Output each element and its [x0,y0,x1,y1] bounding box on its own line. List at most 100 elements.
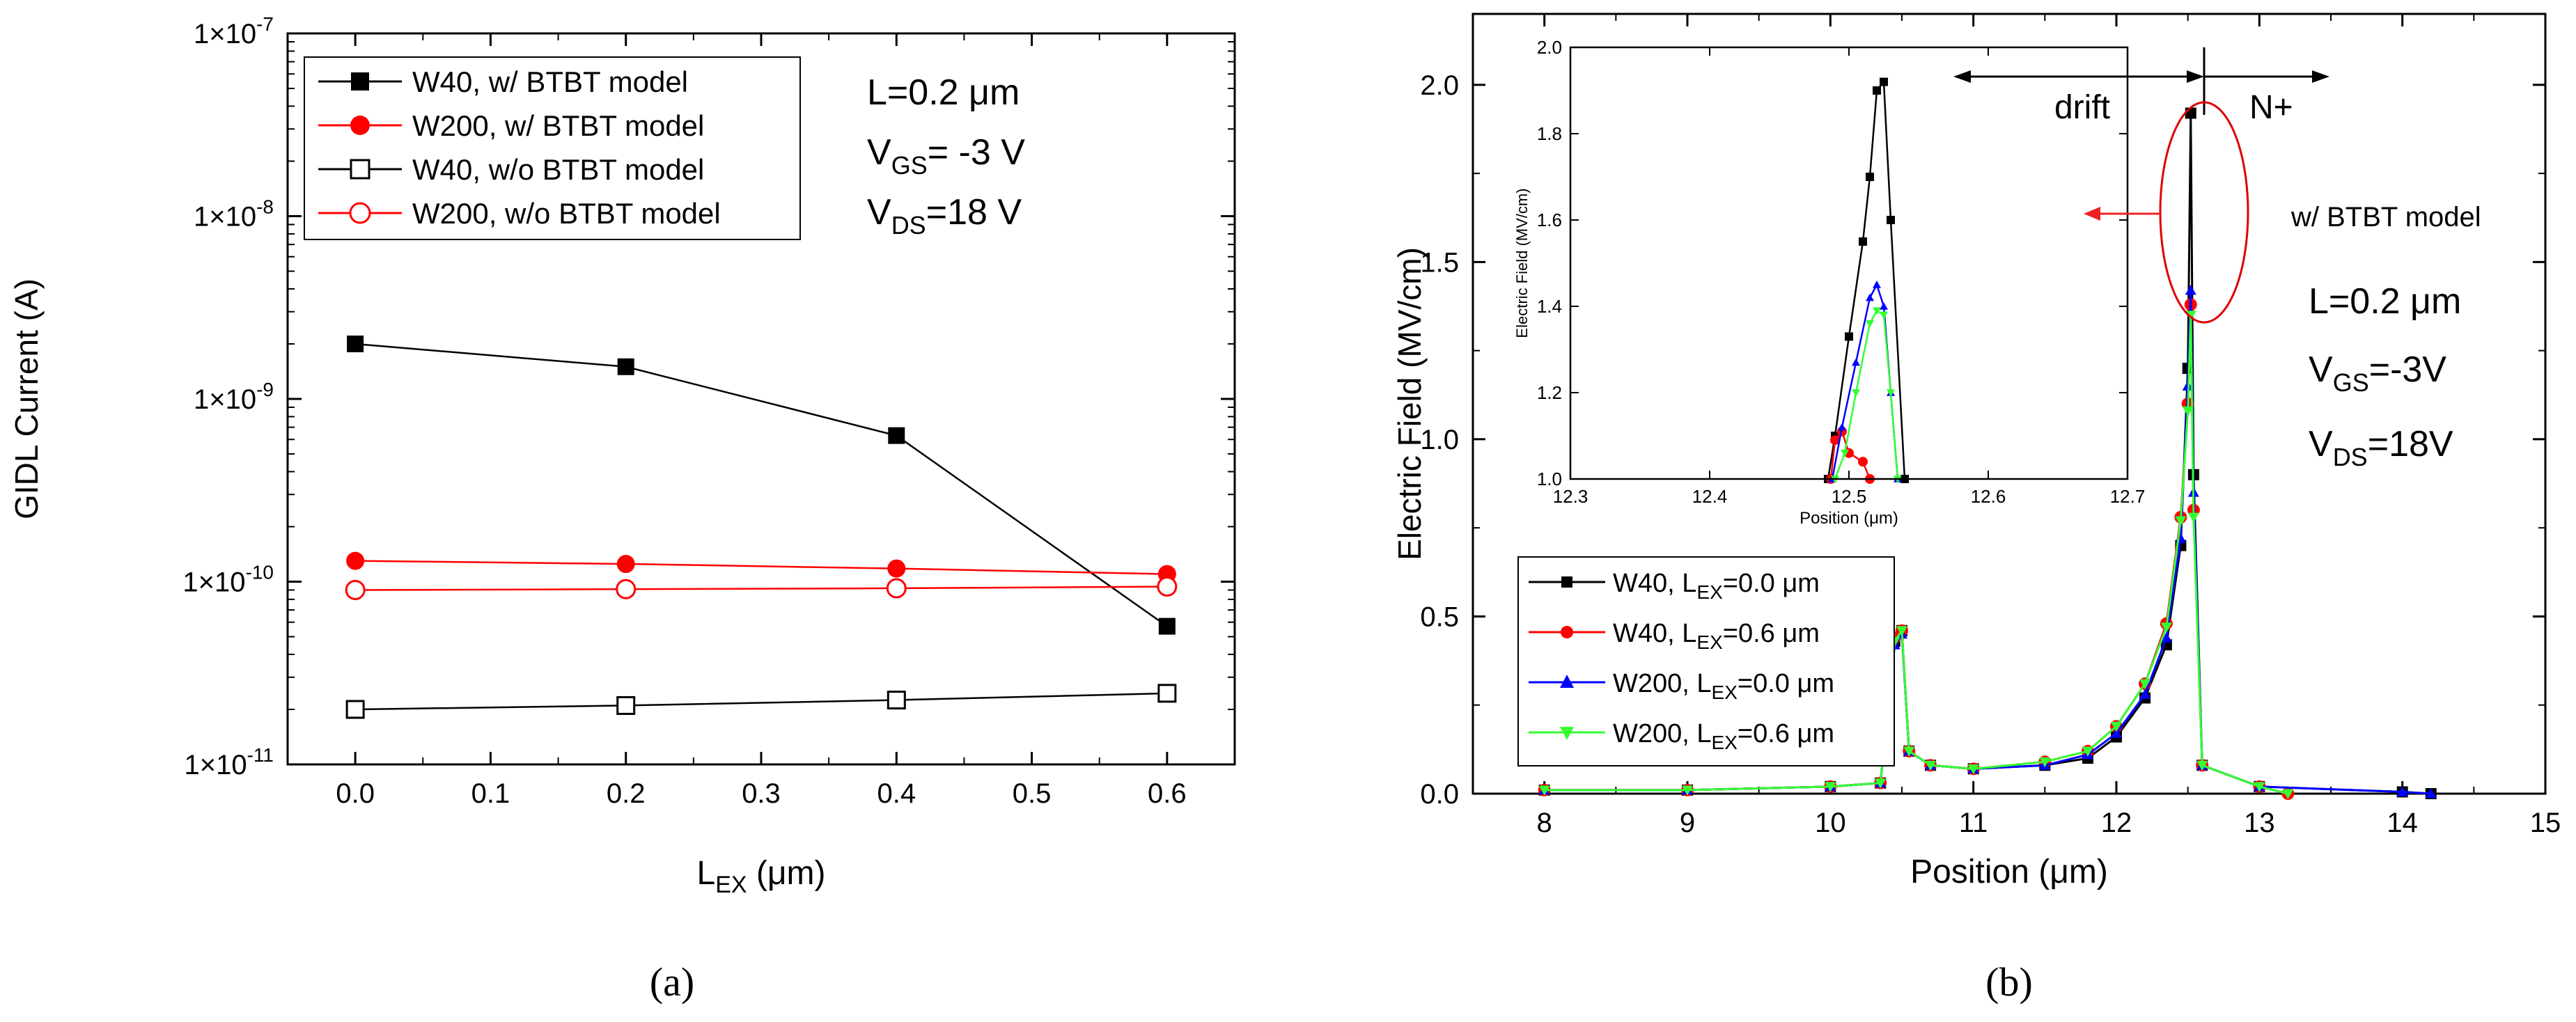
legend-label: W200, w/o BTBT model [412,197,721,230]
inset-data-point-series-2 [1880,302,1888,310]
panel-a-series [345,335,1178,719]
data-point-series-2 [1157,684,1177,703]
inset-data-point-series-3 [1880,311,1888,320]
y-tick-label: 0.5 [1420,602,1459,632]
data-point-series-0 [888,427,905,444]
inset-y-tick-label: 1.0 [1537,469,1562,489]
panel-a-legend-box [304,56,801,240]
panel-a-legend: W40, w/ BTBT model W200, w/ BTBT model W… [304,56,801,240]
inset-series-line-3 [1834,309,1899,480]
inset-data-point-series-0 [1866,173,1874,181]
inset-data-point-series-2 [1838,423,1846,431]
inset-data-point-series-3 [1887,389,1895,397]
data-point-series-3 [345,580,366,601]
series-line-3 [355,585,1167,591]
panel-b-x-axis: 8 9 10 11 12 13 14 15 [1472,14,2561,838]
data-point-series-3 [1875,778,1887,789]
inset-y-axis-label: Electric Field (MV/cm) [1513,188,1531,338]
panel-b-y-axis: 0.0 0.5 1.0 1.5 2.0 [1420,70,2545,810]
legend-entry-w200-lex-0.6: W200, LEX=0.6 μm [1529,719,1834,753]
x-tick-label: 9 [1680,808,1695,838]
x-tick-label: 8 [1537,808,1552,838]
series-line-1 [355,560,1167,575]
legend-entry-w40-lex-0.0: W40, LEX=0.0 μm [1529,569,1820,603]
x-tick-label: 0.5 [1013,778,1052,809]
panel-b-plot-frame [1472,13,2547,795]
legend-label: W40, w/o BTBT model [412,153,704,186]
inset-pointer-arrow [2084,207,2160,221]
legend-entry-w200-no-btbt: W200, w/o BTBT model [318,197,721,230]
legend-marker-circle-open [349,202,371,224]
inset-x-tick-label: 12.5 [1832,486,1867,507]
inset-data-point-series-0 [1845,332,1853,341]
data-point-series-3 [2187,512,2199,523]
x-tick-label: 15 [2530,808,2561,838]
inset-x-axis: 12.3 12.4 12.5 12.6 12.7 [1553,47,2146,507]
inset-x-axis-label: Position (μm) [1800,509,1898,528]
inset-data-point-series-0 [1887,216,1895,224]
x-tick-label: 0.3 [742,778,781,809]
drift-label: drift [2054,89,2110,126]
data-point-series-3 [2196,760,2208,771]
n-plus-arrow [2204,70,2329,83]
panel-b-vds-annotation: VDS=18V [2309,424,2453,471]
legend-label: W40, LEX=0.6 μm [1613,619,1820,653]
panel-a-x-axis-label: LEX (μm) [696,855,825,898]
legend-label: W200, LEX=0.6 μm [1613,719,1834,753]
legend-marker-square-filled [351,72,369,91]
legend-marker-circle-filled [350,116,370,135]
data-point-series-2 [2396,786,2408,796]
data-point-series-2 [616,695,636,715]
x-tick-label: 0.2 [607,778,646,809]
data-point-series-3 [2182,406,2194,417]
inset-data-point-series-1 [1858,457,1868,467]
panel-b-legend-box [1517,556,1895,766]
legend-label: W40, LEX=0.0 μm [1613,569,1820,603]
data-point-series-3 [1682,785,1693,796]
data-point-series-3 [1896,626,1907,636]
btbt-model-annotation: w/ BTBT model [2290,202,2481,233]
inset-data-point-series-2 [1852,358,1860,366]
inset-data-point-series-0 [1859,237,1867,246]
inset-data-point-series-3 [1841,450,1849,457]
panel-a-y-axis: 1×10-11 1×10-10 1×10-9 1×10-8 1×10-7 [182,13,1235,780]
data-point-series-0 [617,358,634,375]
inset-data-point-series-3 [1866,320,1874,328]
panel-b-x-axis-label: Position (μm) [1910,854,2108,890]
x-tick-label: 0.0 [336,778,375,809]
panel-a-chart: 0.0 0.1 0.2 0.3 0.4 0.5 0.6 1×10-111×10-101×10… [8,13,1236,1005]
data-point-series-3 [2254,782,2265,792]
data-point-series-3 [1157,576,1178,597]
legend-entry-w200-lex-0.0: W200, LEX=0.0 μm [1529,669,1834,703]
series-line-2 [355,692,1167,711]
x-tick-label: 0.1 [471,778,510,809]
y-tick-label: 1×10-10 [182,562,274,598]
panel-a-vds-annotation: VDS=18 V [867,192,1022,239]
panel-a-y-axis-label: GIDL Current (A) [8,278,45,519]
legend-entry-w200-btbt: W200, w/ BTBT model [318,109,704,142]
data-point-series-3 [2175,516,2187,526]
inset-data-point-series-0 [1880,77,1888,86]
legend-marker-triangle-up [1560,675,1574,688]
data-point-series-0 [1158,618,1176,635]
panel-b-vgs-annotation: VGS=-3V [2309,349,2446,397]
inset-data-point-series-3 [1873,307,1881,315]
inset-data-point-series-2 [1866,293,1874,301]
x-tick-label: 10 [1815,808,1846,838]
y-tick-label: 0.0 [1420,779,1459,810]
x-tick-label: 0.4 [877,778,916,809]
data-point-series-3 [1825,782,1836,792]
data-point-series-3 [616,579,637,599]
x-tick-label: 13 [2244,808,2275,838]
panel-b-caption: (b) [1985,959,2033,1005]
inset-background [1570,47,2128,479]
peak-highlight-ellipse [2159,101,2249,324]
data-point-series-3 [2282,789,2294,799]
data-point-series-2 [2185,285,2196,295]
inset-x-tick-label: 12.7 [2110,486,2146,507]
data-point-series-3 [2039,757,2051,768]
legend-entry-w40-lex-0.6: W40, LEX=0.6 μm [1529,619,1820,653]
inset-y-tick-label: 1.8 [1537,123,1562,144]
data-point-series-2 [887,691,906,710]
panel-a-length-annotation: L=0.2 μm [867,72,1020,113]
